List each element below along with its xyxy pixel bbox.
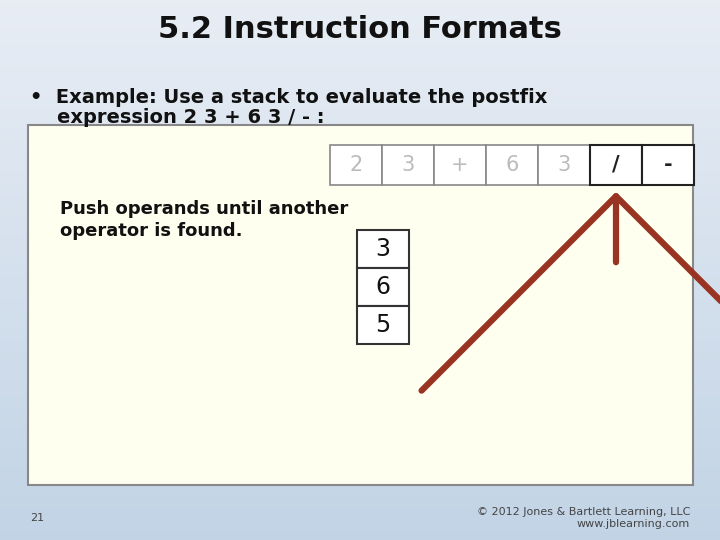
Bar [434,145,486,185]
Text: 6: 6 [376,275,390,299]
Bar [590,145,642,185]
Text: Push operands until another: Push operands until another [60,200,348,218]
Text: 5.2 Instruction Formats: 5.2 Instruction Formats [158,16,562,44]
Text: 5: 5 [375,313,391,337]
Bar [330,145,382,185]
Text: 21: 21 [30,513,44,523]
Bar [357,306,409,344]
Text: 2: 2 [349,155,363,175]
Text: © 2012 Jones & Bartlett Learning, LLC
www.jblearning.com: © 2012 Jones & Bartlett Learning, LLC ww… [477,507,690,529]
Bar [357,230,409,268]
Text: 3: 3 [557,155,571,175]
Bar [538,145,590,185]
Bar [357,268,409,306]
Bar [486,145,538,185]
Bar [28,125,693,485]
Bar [642,145,694,185]
Text: 3: 3 [376,237,390,261]
Text: /: / [612,155,620,175]
Text: •  Example: Use a stack to evaluate the postfix: • Example: Use a stack to evaluate the p… [30,88,547,107]
Text: 6: 6 [505,155,518,175]
Text: -: - [664,155,672,175]
Text: 3: 3 [401,155,415,175]
Text: +: + [451,155,469,175]
Text: operator is found.: operator is found. [60,222,243,240]
Bar [382,145,434,185]
Text: expression 2 3 + 6 3 / - :: expression 2 3 + 6 3 / - : [30,108,325,127]
